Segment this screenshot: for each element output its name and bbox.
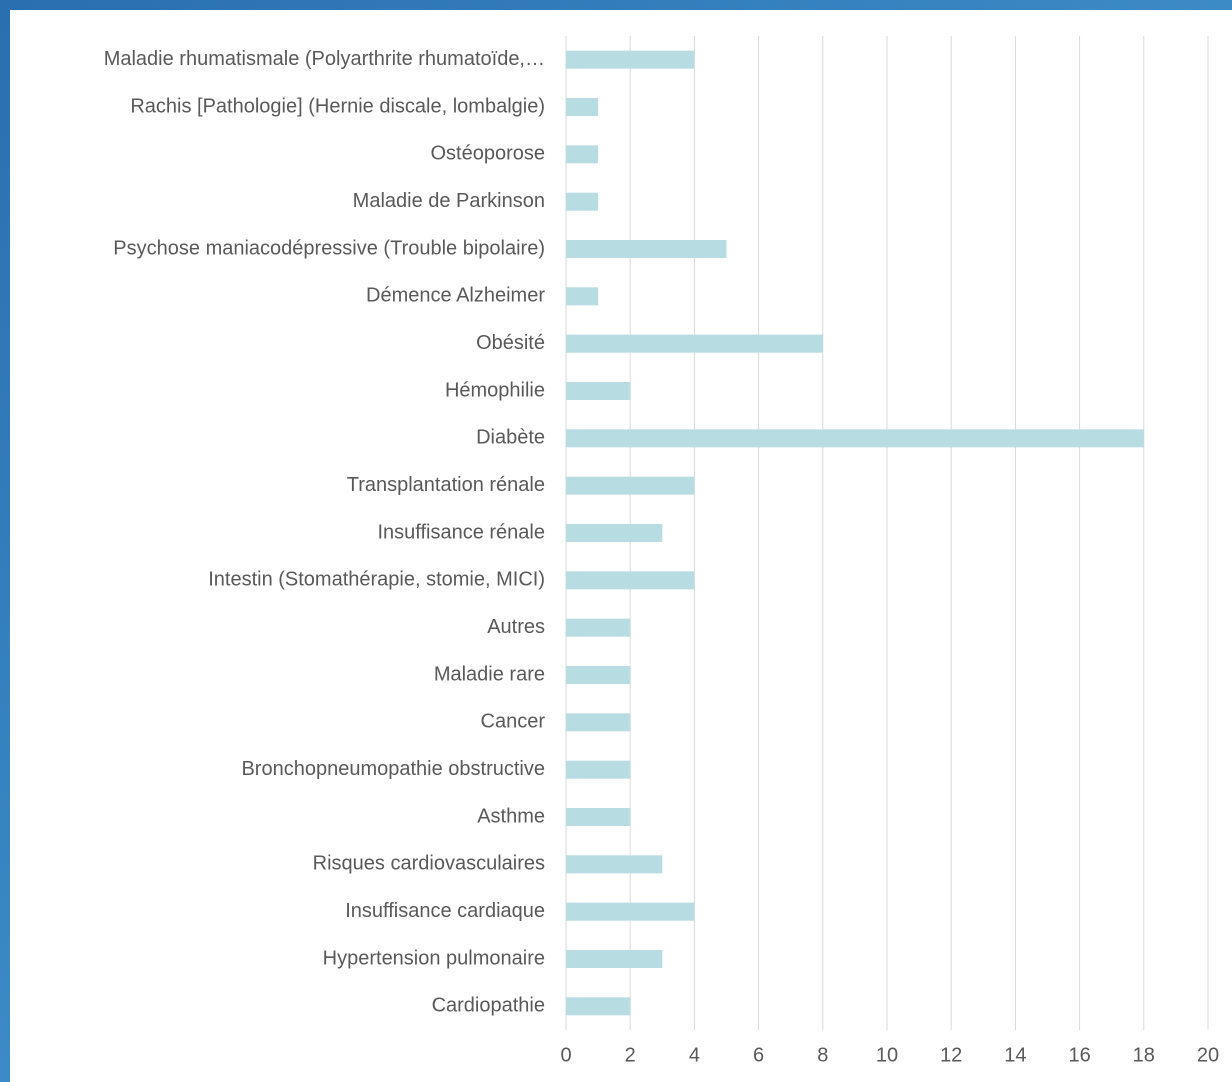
x-tick-label: 8 (817, 1044, 828, 1066)
y-tick-label: Intestin (Stomathérapie, stomie, MICI) (208, 569, 545, 591)
x-tick-label: 4 (689, 1044, 700, 1066)
bar (566, 997, 631, 1016)
y-tick-label: Démence Alzheimer (366, 285, 545, 307)
y-tick-label: Psychose maniacodépressive (Trouble bipo… (113, 237, 545, 259)
x-tick-label: 20 (1197, 1044, 1219, 1066)
x-tick-label: 6 (753, 1044, 764, 1066)
bar (566, 618, 631, 637)
y-tick-label: Diabète (476, 427, 545, 449)
y-tick-label: Cancer (481, 711, 546, 733)
x-tick-label: 16 (1068, 1044, 1090, 1066)
y-tick-label: Hypertension pulmonaire (323, 947, 545, 969)
plot-panel (10, 10, 1232, 1082)
y-tick-label: Insuffisance rénale (377, 521, 545, 543)
bar (566, 287, 599, 306)
bar (566, 192, 599, 211)
y-tick-label: Asthme (477, 805, 545, 827)
x-tick-label: 2 (625, 1044, 636, 1066)
x-tick-label: 12 (940, 1044, 962, 1066)
bar (566, 145, 599, 164)
x-tick-label: 14 (1004, 1044, 1026, 1066)
bar (566, 713, 631, 732)
y-tick-label: Transplantation rénale (347, 474, 545, 496)
y-tick-label: Rachis [Pathologie] (Hernie discale, lom… (130, 95, 545, 117)
bar (566, 476, 695, 495)
bar (566, 808, 631, 826)
y-tick-label: Autres (487, 616, 545, 638)
x-tick-label: 0 (560, 1044, 571, 1066)
y-tick-label: Bronchopneumopathie obstructive (241, 758, 545, 780)
bar (566, 240, 727, 258)
y-tick-label: Hémophilie (445, 379, 545, 401)
bar (566, 571, 695, 590)
bar (566, 50, 695, 69)
y-tick-label: Maladie de Parkinson (353, 190, 545, 212)
x-tick-label: 10 (876, 1044, 898, 1066)
y-tick-label: Cardiopathie (432, 995, 545, 1017)
bar (566, 855, 663, 874)
bar (566, 524, 663, 542)
y-tick-label: Maladie rhumatismale (Polyarthrite rhuma… (104, 48, 545, 70)
bar (566, 950, 663, 968)
bar (566, 902, 695, 921)
bar (566, 98, 599, 116)
y-tick-label: Obésité (476, 332, 545, 354)
bar (566, 666, 631, 684)
x-tick-label: 18 (1133, 1044, 1155, 1066)
y-tick-label: Maladie rare (434, 663, 545, 685)
bar (566, 429, 1144, 448)
y-tick-label: Insuffisance cardiaque (345, 900, 545, 922)
bar (566, 382, 631, 400)
y-tick-label: Risques cardiovasculaires (313, 853, 545, 875)
bar (566, 334, 823, 353)
bar (566, 760, 631, 779)
y-tick-label: Ostéoporose (430, 143, 545, 165)
